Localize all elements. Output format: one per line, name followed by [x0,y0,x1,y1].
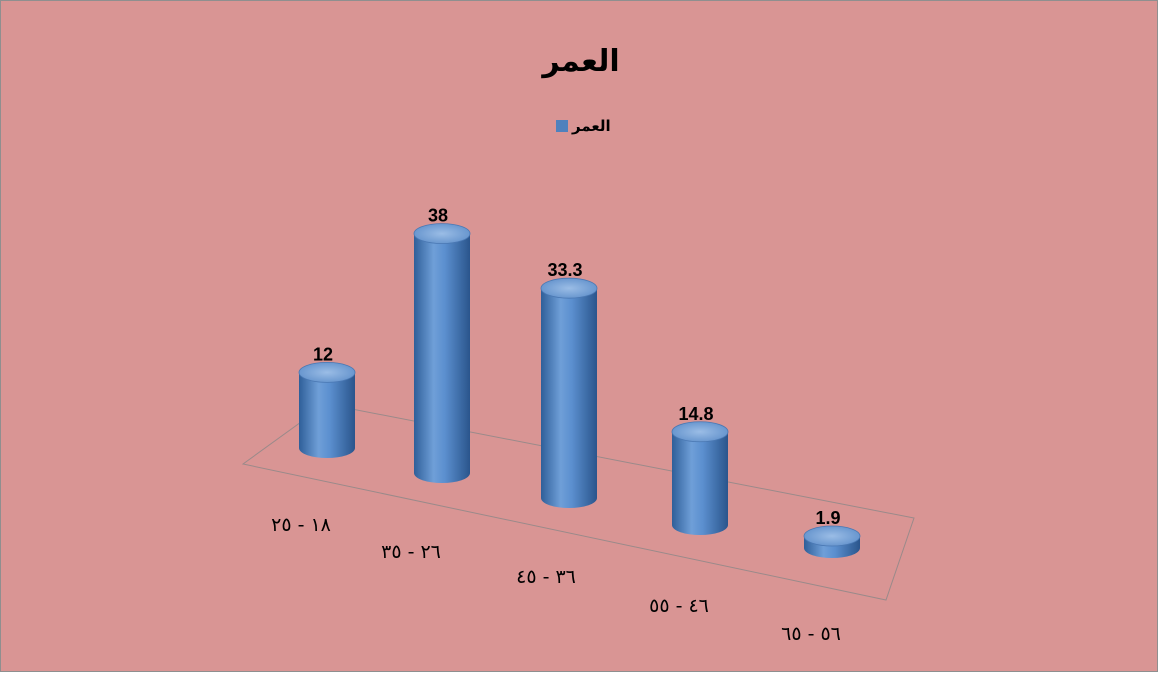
chart-title: العمر [540,44,619,79]
chart-floor [241,403,915,601]
bar-4 [671,421,729,535]
data-label: 12 [313,344,333,364]
bar-top [298,361,356,383]
category-label: ١٨ - ٢٥ [271,514,331,536]
bar-body [299,372,355,458]
category-label: ٣٦ - ٤٥ [516,566,576,588]
bar-2 [413,223,471,483]
category-label: ٥٦ - ٦٥ [781,623,841,645]
data-label: 33.3 [547,260,582,280]
legend: العمر [556,117,611,135]
data-label: 1.9 [815,508,840,528]
category-label: ٤٦ - ٥٥ [649,595,709,617]
bar-top [671,421,729,443]
bar-top [413,223,471,245]
bar-body [414,233,470,483]
data-label: 14.8 [678,404,713,424]
data-label: 38 [428,206,448,226]
category-label: ٢٦ - ٣٥ [381,541,441,563]
bar-top [540,277,598,299]
legend-label: العمر [571,117,611,135]
bar-1 [298,361,356,458]
bar-3 [540,277,598,508]
bar-top [803,525,861,547]
bar-body [672,431,728,535]
legend-swatch [556,120,568,132]
labels-layer: 12 ١٨ - ٢٥ 38 ٢٦ - ٣٥ 33.3 ٣٦ - ٤٥ 14.8 ٤٦ - ٥٥… [271,206,841,645]
bars-layer [298,223,861,558]
bar-body [541,288,597,508]
bar-5 [803,525,861,558]
